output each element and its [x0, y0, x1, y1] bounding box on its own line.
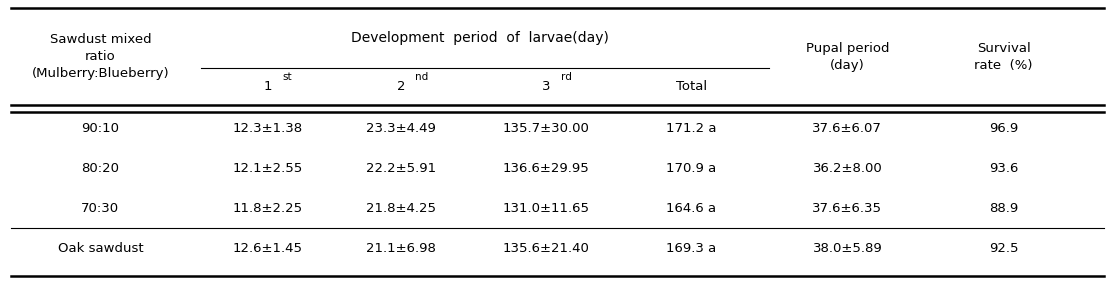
Text: Sawdust mixed
ratio
(Mulberry:Blueberry): Sawdust mixed ratio (Mulberry:Blueberry) — [31, 33, 169, 80]
Text: 170.9 a: 170.9 a — [666, 162, 717, 174]
Text: 96.9: 96.9 — [989, 122, 1018, 135]
Text: 131.0±11.65: 131.0±11.65 — [503, 202, 590, 214]
Text: st: st — [283, 72, 292, 82]
Text: 11.8±2.25: 11.8±2.25 — [233, 202, 302, 214]
Text: 12.6±1.45: 12.6±1.45 — [233, 241, 302, 254]
Text: 92.5: 92.5 — [989, 241, 1018, 254]
Text: Pupal period
(day): Pupal period (day) — [806, 41, 889, 72]
Text: 80:20: 80:20 — [81, 162, 119, 174]
Text: 90:10: 90:10 — [81, 122, 119, 135]
Text: 12.3±1.38: 12.3±1.38 — [233, 122, 302, 135]
Text: 23.3±4.49: 23.3±4.49 — [367, 122, 436, 135]
Text: 136.6±29.95: 136.6±29.95 — [503, 162, 590, 174]
Text: 38.0±5.89: 38.0±5.89 — [813, 241, 882, 254]
Text: rd: rd — [561, 72, 572, 82]
Text: Development  period  of  larvae(day): Development period of larvae(day) — [350, 31, 609, 45]
Text: 93.6: 93.6 — [989, 162, 1018, 174]
Text: 22.2±5.91: 22.2±5.91 — [367, 162, 436, 174]
Text: 3: 3 — [542, 80, 551, 93]
Text: 12.1±2.55: 12.1±2.55 — [232, 162, 303, 174]
Text: 88.9: 88.9 — [989, 202, 1018, 214]
Text: Oak sawdust: Oak sawdust — [58, 241, 143, 254]
Text: 37.6±6.35: 37.6±6.35 — [813, 202, 882, 214]
Text: 1: 1 — [263, 80, 272, 93]
Text: 135.6±21.40: 135.6±21.40 — [503, 241, 590, 254]
Text: 2: 2 — [397, 80, 406, 93]
Text: 36.2±8.00: 36.2±8.00 — [813, 162, 882, 174]
Text: 37.6±6.07: 37.6±6.07 — [813, 122, 882, 135]
Text: 135.7±30.00: 135.7±30.00 — [503, 122, 590, 135]
Text: Survival
rate  (%): Survival rate (%) — [975, 41, 1032, 72]
Text: 171.2 a: 171.2 a — [666, 122, 717, 135]
Text: 164.6 a: 164.6 a — [667, 202, 716, 214]
Text: 70:30: 70:30 — [81, 202, 119, 214]
Text: nd: nd — [415, 72, 428, 82]
Text: 21.8±4.25: 21.8±4.25 — [367, 202, 436, 214]
Text: 169.3 a: 169.3 a — [666, 241, 717, 254]
Text: Total: Total — [676, 80, 707, 93]
Text: 21.1±6.98: 21.1±6.98 — [367, 241, 436, 254]
